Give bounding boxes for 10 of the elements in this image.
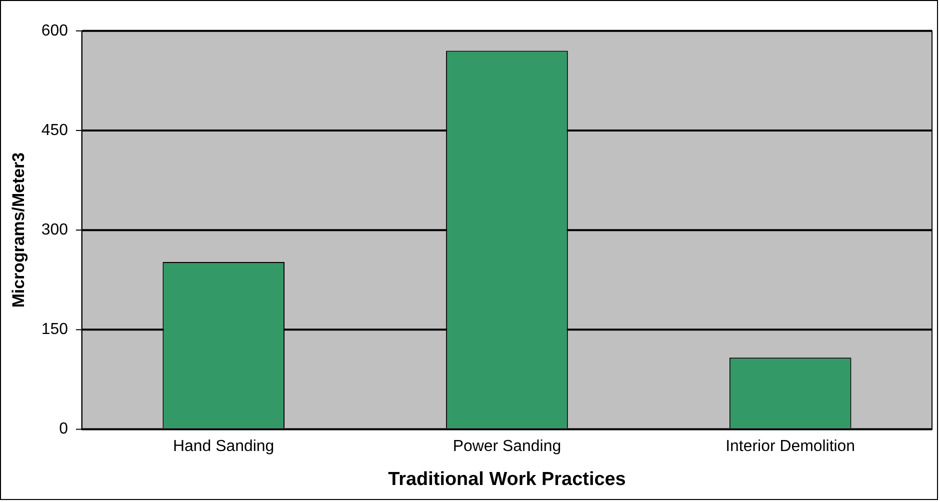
y-tick-label: 600 [41,22,68,40]
y-tick-label: 150 [41,321,68,338]
y-axis-title: Micrograms/Meter3 [8,152,28,308]
x-tick-label: Power Sanding [452,438,562,456]
y-tick-label: 0 [59,420,68,438]
x-tick-label: Interior Demolition [726,438,856,456]
y-tick-label: 450 [41,122,68,139]
x-tick-label: Hand Sanding [173,438,274,456]
x-axis-title: Traditional Work Practices [388,468,626,490]
y-tick-label: 300 [41,221,68,238]
